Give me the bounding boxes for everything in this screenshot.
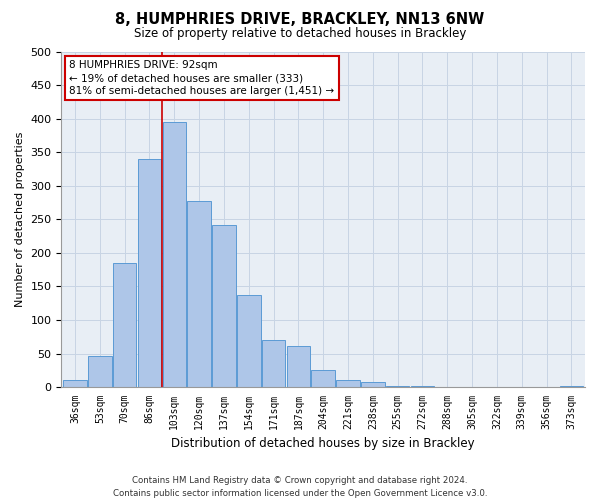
Bar (138, 159, 161, 387)
Bar (212, 224, 236, 387)
Bar (311, 370, 335, 387)
Bar (560, 386, 583, 387)
Bar (410, 386, 434, 387)
Text: 8 HUMPHRIES DRIVE: 92sqm
← 19% of detached houses are smaller (333)
81% of semi-: 8 HUMPHRIES DRIVE: 92sqm ← 19% of detach… (69, 60, 334, 96)
Bar (237, 295, 260, 387)
Bar (336, 380, 360, 387)
Bar (287, 346, 310, 387)
Text: Size of property relative to detached houses in Brackley: Size of property relative to detached ho… (134, 28, 466, 40)
Bar (361, 382, 385, 387)
X-axis label: Distribution of detached houses by size in Brackley: Distribution of detached houses by size … (172, 437, 475, 450)
Bar (88, 356, 112, 387)
Bar (187, 200, 211, 387)
Bar (262, 340, 286, 387)
Bar (113, 263, 136, 387)
Bar (63, 380, 87, 387)
Text: 8, HUMPHRIES DRIVE, BRACKLEY, NN13 6NW: 8, HUMPHRIES DRIVE, BRACKLEY, NN13 6NW (115, 12, 485, 28)
Text: Contains HM Land Registry data © Crown copyright and database right 2024.
Contai: Contains HM Land Registry data © Crown c… (113, 476, 487, 498)
Bar (386, 386, 409, 387)
Y-axis label: Number of detached properties: Number of detached properties (15, 132, 25, 307)
Bar (163, 122, 186, 387)
